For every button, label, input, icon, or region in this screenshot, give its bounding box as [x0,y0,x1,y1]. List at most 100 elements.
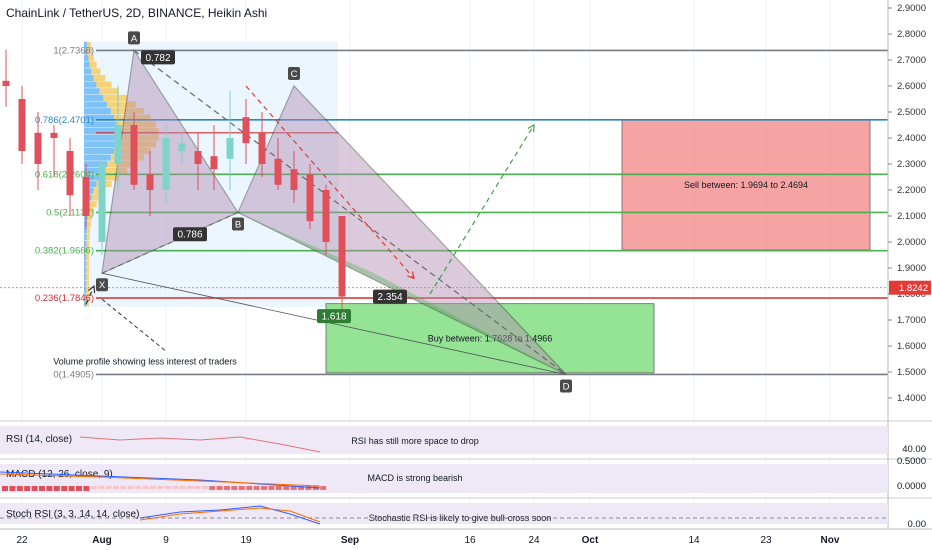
volume-profile-bar [87,41,91,48]
candle-body [2,80,10,86]
volume-profile-bar [84,287,87,294]
macd-histogram-bar [31,486,38,491]
macd-histogram-bar [61,486,68,491]
macd-histogram-bar [268,486,275,490]
macd-histogram-bar [135,486,142,489]
volume-profile-bar [103,167,128,174]
pattern-point-c: C [291,69,298,80]
price-tick-label: 1.9000 [897,263,926,274]
macd-note: MACD is strong bearish [367,473,462,483]
volume-profile-bar [87,48,93,55]
time-tick-label: 23 [760,535,772,546]
macd-histogram-bar [76,486,82,491]
pattern-point-c-badge [288,67,300,80]
volume-note-arrow-head [88,285,96,294]
time-tick-label: 22 [16,535,28,546]
volume-profile-bar [84,260,87,267]
volume-profile-bar [107,101,136,108]
volume-profile-bar [87,220,91,227]
volume-profile-bar [84,267,87,274]
volume-profile-bar [84,108,111,115]
macd-histogram-bar [298,486,304,490]
macd-histogram-bar [98,486,105,489]
macd-histogram-bar [231,486,238,490]
volume-profile-bar [84,61,90,68]
volume-profile-bar [84,88,100,95]
pattern-point-a: A [131,33,138,44]
pattern-point-b: B [235,219,241,230]
volume-profile-note: Volume profile showing less interest of … [53,357,237,367]
volume-profile-bar [84,247,87,254]
fib-label: 0.236(1.7846) [35,293,94,304]
ratio-label: 2.354 [377,292,402,303]
macd-histogram-bar [187,486,193,489]
macd-histogram-bar [16,486,23,491]
price-tick-label: 2.3000 [897,159,926,170]
volume-profile-bar [114,114,151,121]
macd-histogram-bar [164,486,171,489]
candle-body [146,174,154,190]
macd-histogram-bar [127,486,134,489]
macd-signal-line [0,473,321,487]
volume-profile-bar [84,280,87,287]
time-tick-label: Oct [582,535,599,546]
macd-histogram-bar [172,486,179,489]
volume-profile-bar [86,287,90,294]
price-tick-label: 1.5000 [897,367,926,378]
macd-histogram-bar [275,486,282,490]
macd-histogram-bar [283,486,290,490]
price-tick-label: 2.6000 [897,81,926,92]
volume-profile-bar [84,227,87,234]
macd-histogram-bar [194,486,201,489]
buy-zone [325,303,655,374]
bullish-projection-arrow [429,124,535,295]
volume-profile-bar [84,161,108,168]
pattern-point-d: D [563,381,570,392]
volume-profile-bar [117,134,159,141]
volume-profile-bar [84,141,117,148]
volume-profile-bar [84,41,88,48]
candle-body [274,158,282,185]
time-tick-label: Nov [821,535,840,546]
fib-label: 0.618(2.2604) [35,169,94,180]
macd-histogram-bar [261,486,267,490]
macd-histogram-bar [142,486,149,489]
volume-profile-bar [110,108,144,115]
volume-profile-bar [87,214,93,221]
fib-label: 0(1.4905) [53,369,94,380]
macd-histogram-bar [150,486,156,489]
price-tick-label: 1.4000 [897,393,926,404]
volume-profile-bar [84,181,97,188]
volume-profile-bar [110,154,144,161]
volume-profile-bar [117,127,159,135]
macd-histogram-bar [105,486,112,489]
price-axis: 2.9000 2.8000 2.7000 2.6000 2.5000 2.4000 2.30… [887,0,931,528]
macd-histogram-bar [209,486,216,490]
chart-title: ChainLink / TetherUS, 2D, BINANCE, Heiki… [6,6,268,20]
volume-profile-bar [84,167,104,174]
macd-tick-mid: 0.0000 [897,481,926,492]
macd-histogram-bar [53,486,60,491]
volume-profile-bar [84,147,115,155]
xb-dashed-line [101,211,239,274]
volume-profile-bar [89,61,97,68]
bullish-projection-arrow-head [527,123,535,133]
fib-label: 0.786(2.4701) [35,115,94,126]
macd-histogram-bar [224,486,230,490]
macd-histogram-bar [320,486,327,490]
price-tick-label: 2.8000 [897,29,926,40]
price-tick-label: 1.7000 [897,315,926,326]
stoch-k-line [139,505,321,525]
volume-profile-bar [93,74,106,82]
candle-body [322,190,330,242]
volume-profile-bar [84,48,88,55]
stoch-tick: 0.00 [908,519,927,530]
price-tick-label: 2.2000 [897,185,926,196]
candle-body [210,156,218,170]
volume-profile-bar [84,94,104,101]
macd-histogram-bar [90,486,97,489]
time-tick-label: 9 [163,535,169,546]
xd-line [101,272,567,375]
indicator-band [0,426,888,454]
